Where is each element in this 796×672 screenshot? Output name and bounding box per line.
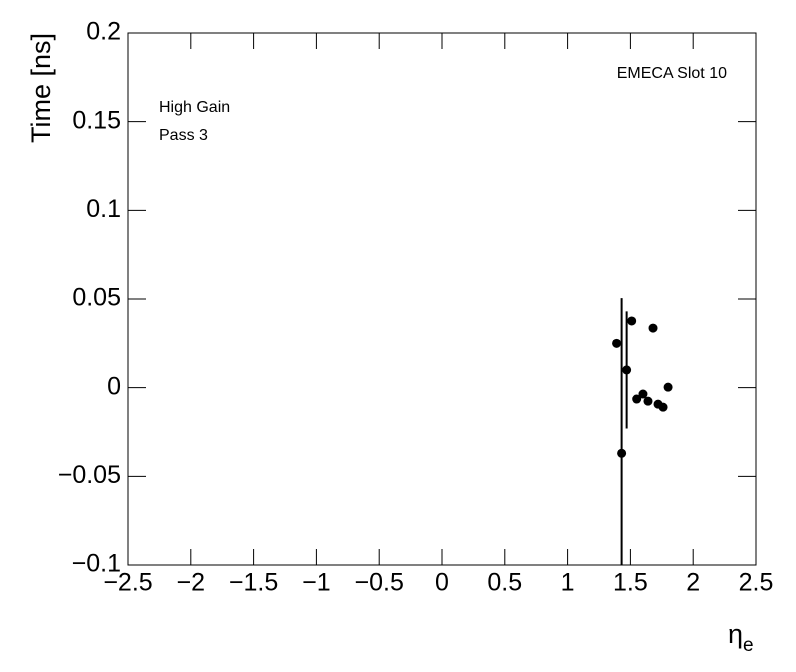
point <box>658 402 668 412</box>
x-tick-label: 1 <box>561 569 575 597</box>
x-tick-label: −0.5 <box>355 569 404 597</box>
x-axis-label-sub: e <box>743 635 754 656</box>
y-tick-label: 0 <box>107 372 121 400</box>
point <box>617 448 627 458</box>
annotation: High Gain <box>159 99 230 116</box>
x-tick-label: 0.5 <box>487 569 522 597</box>
point <box>663 382 673 392</box>
point <box>643 396 653 406</box>
x-tick-label: −1 <box>302 569 331 597</box>
x-tick-label: −2 <box>177 569 206 597</box>
x-tick-label: 2.5 <box>739 569 774 597</box>
point <box>632 394 642 404</box>
annotation: EMECA Slot 10 <box>617 65 727 82</box>
x-tick-label: −1.5 <box>229 569 278 597</box>
x-tick-label: 0 <box>435 569 449 597</box>
point <box>638 389 648 399</box>
plot-area <box>612 298 673 565</box>
x-tick-label: 1.5 <box>613 569 648 597</box>
x-tick-label: 2 <box>686 569 700 597</box>
y-tick-label: −0.05 <box>58 461 121 489</box>
x-tick-label: −2.5 <box>103 569 152 597</box>
x-axis-label-main: η <box>728 619 743 649</box>
x-axis-label: ηe <box>728 619 754 656</box>
y-tick-label: −0.1 <box>72 550 121 578</box>
annotation: Pass 3 <box>159 127 208 144</box>
point <box>648 323 658 333</box>
y-tick-label: 0.1 <box>86 195 121 223</box>
point <box>627 316 637 326</box>
point <box>622 365 632 375</box>
y-tick-label: 0.15 <box>72 106 121 134</box>
point <box>612 338 622 348</box>
y-tick-label: 0.05 <box>72 284 121 312</box>
y-axis-label: Time [ns] <box>26 33 56 143</box>
y-tick-label: 0.2 <box>86 18 121 46</box>
